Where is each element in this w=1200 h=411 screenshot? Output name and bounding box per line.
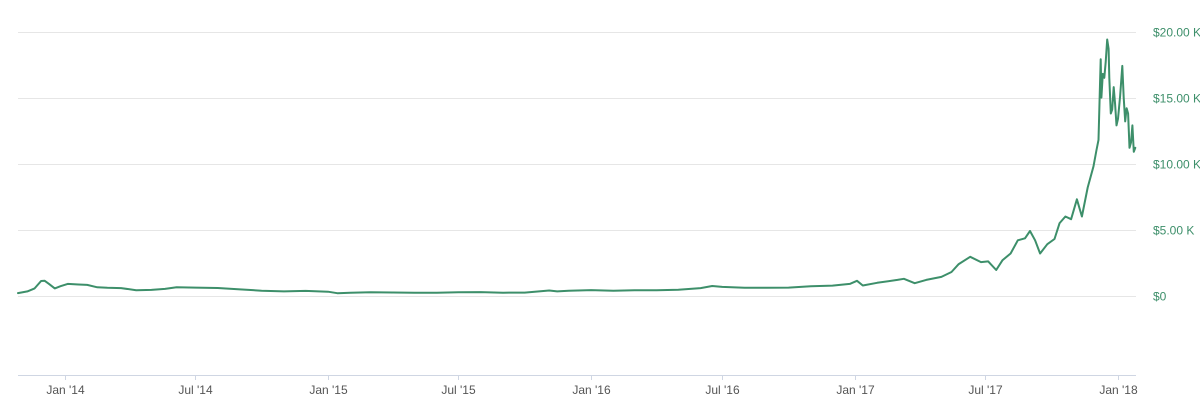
grid-layer — [18, 32, 1136, 297]
x-tick-label: Jul '15 — [441, 383, 476, 397]
x-axis — [18, 375, 1136, 380]
x-tick-label: Jan '16 — [572, 383, 611, 397]
series-layer — [17, 38, 1137, 295]
x-axis-labels: Jan '14 Jul '14 Jan '15 Jul '15 Jan '16 Jul '… — [46, 383, 1138, 397]
y-tick-label: $10.00 K — [1153, 158, 1200, 172]
x-tick-label: Jan '18 — [1099, 383, 1138, 397]
price-series-line — [17, 38, 1137, 295]
x-tick-label: Jul '14 — [178, 383, 213, 397]
x-tick-label: Jan '14 — [46, 383, 85, 397]
x-tick-label: Jan '17 — [836, 383, 875, 397]
y-axis-labels: $0 $5.00 K $10.00 K $15.00 K $20.00 K — [1153, 26, 1200, 304]
y-tick-label: $20.00 K — [1153, 26, 1200, 40]
x-tick-label: Jan '15 — [309, 383, 348, 397]
y-tick-label: $0 — [1153, 290, 1167, 304]
x-tick-label: Jul '17 — [968, 383, 1003, 397]
x-tick-label: Jul '16 — [705, 383, 740, 397]
y-tick-label: $15.00 K — [1153, 92, 1200, 106]
y-tick-label: $5.00 K — [1153, 224, 1194, 238]
